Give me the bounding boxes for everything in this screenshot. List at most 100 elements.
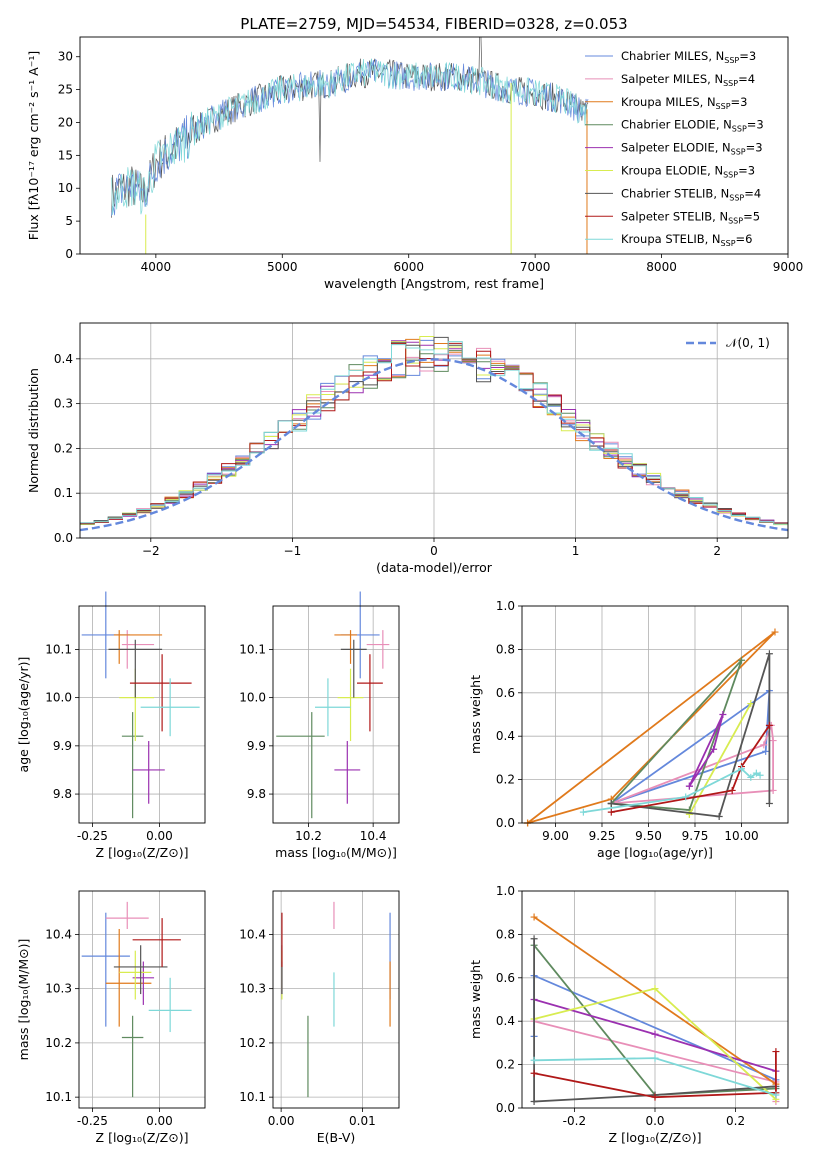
weight-marker (769, 737, 777, 745)
x-axis-label: wavelength [Angstrom, rest frame] (324, 276, 544, 291)
y-tick-label: 10.4 (239, 927, 266, 941)
weight-marker (607, 799, 615, 807)
y-tick-label: 0.4 (54, 352, 73, 366)
legend-label: Salpeter ELODIE, N (621, 141, 731, 155)
weight-line (610, 688, 771, 805)
axes-frame (521, 605, 789, 824)
legend-label: Salpeter MILES, N (621, 72, 723, 86)
y-tick-label: 0.6 (496, 686, 515, 700)
y-tick-label: 9.9 (53, 739, 72, 753)
legend-entry: Chabrier MILES, NSSP=3 (621, 49, 756, 65)
x-tick-label: 9.00 (542, 829, 569, 843)
weight-marker (772, 1091, 780, 1099)
legend-subscript: SSP (723, 79, 738, 88)
legend-label: Kroupa MILES, N (621, 95, 716, 109)
weight-marker (772, 1048, 780, 1056)
y-tick-label: 0.4 (496, 729, 515, 743)
legend-subscript: SSP (721, 239, 736, 248)
x-tick-label: 0.00 (268, 1114, 295, 1128)
x-tick-label: 5000 (267, 260, 298, 274)
weight-marker (760, 741, 768, 749)
weight-line (610, 725, 774, 805)
weight-marker (765, 721, 773, 729)
legend-value: =3 (738, 164, 755, 178)
weight-marker (762, 747, 770, 755)
weight-marker (530, 1056, 538, 1064)
x-tick-label: 8000 (646, 260, 677, 274)
axes-frame (272, 605, 400, 824)
legend-value: =3 (746, 141, 763, 155)
x-tick-label: 9.50 (635, 829, 662, 843)
spectrum-line (111, 37, 589, 218)
legend-label: 𝒩(0, 1) (726, 336, 770, 350)
y-tick-label: 0.1 (54, 486, 73, 500)
y-axis-label: mass weight (468, 675, 483, 754)
weight-line (611, 724, 771, 813)
legend-entry: Salpeter ELODIE, NSSP=3 (621, 141, 763, 157)
spectrum-plot: 4000 5000 6000 7000 8000 9000 0 5 10 15 20 25 30 wave… (26, 36, 803, 291)
legend-subscript: SSP (729, 193, 744, 202)
legend-entry: Chabrier ELODIE, NSSP=3 (621, 118, 764, 134)
y-tick-label: 9.9 (247, 739, 266, 753)
y-tick-label: 10.2 (45, 1036, 72, 1050)
spectrum-title: PLATE=2759, MJD=54534, FIBERID=0328, z=0… (240, 15, 627, 33)
x-tick-label: 9.25 (589, 829, 616, 843)
y-tick-label: 25 (58, 83, 73, 97)
weight-marker (737, 765, 745, 773)
x-axis-label: Z [log₁₀(Z/Z⊙)] (96, 845, 189, 860)
weight-marker (530, 935, 538, 943)
legend-entry: Kroupa ELODIE, NSSP=3 (621, 164, 755, 180)
x-tick-label: -0.2 (563, 1114, 586, 1128)
legend-subscript: SSP (732, 125, 747, 134)
y-tick-label: 0.0 (496, 816, 515, 830)
weight-line (688, 714, 724, 787)
legend-value: =3 (731, 95, 748, 109)
x-tick-label: 0.00 (146, 829, 173, 843)
legend-label: Chabrier ELODIE, N (621, 118, 732, 132)
legend-value: =5 (743, 209, 760, 223)
x-tick-label: 10.2 (295, 829, 322, 843)
x-tick-label: 0.2 (726, 1114, 745, 1128)
mass-vs-extinction-plot: 0.00 0.01 10.1 10.2 10.3 10.4 E(B-V) (239, 890, 400, 1145)
x-tick-label: -0.25 (77, 829, 108, 843)
normal-curve (80, 358, 788, 532)
legend-subscript: SSP (716, 102, 731, 111)
axes-frame (78, 605, 206, 824)
weight-line (533, 1051, 777, 1099)
weight-marker (530, 1069, 538, 1077)
legend-entry: Kroupa MILES, NSSP=3 (621, 95, 747, 111)
y-tick-label: 10.2 (239, 1036, 266, 1050)
legend-label: Kroupa ELODIE, N (621, 164, 723, 178)
y-tick-label: 10 (58, 181, 73, 195)
weight-marker (607, 808, 615, 816)
weight-line (527, 631, 776, 824)
weight-marker (765, 650, 773, 658)
x-axis-label: E(B-V) (317, 1130, 356, 1145)
y-tick-label: 10.3 (239, 982, 266, 996)
hist-steps (80, 336, 788, 532)
y-tick-label: 10.0 (45, 691, 72, 705)
weight-marker (752, 769, 760, 777)
legend-value: =3 (747, 118, 764, 132)
weight-marker (715, 812, 723, 820)
y-tick-label: 10.4 (45, 927, 72, 941)
y-tick-label: 10.1 (45, 642, 72, 656)
y-tick-label: 0.2 (54, 441, 73, 455)
x-tick-label: 9.75 (682, 829, 709, 843)
y-axis-label: mass [log₁₀(M/M⊙)] (16, 939, 31, 1061)
weight-marker (728, 786, 736, 794)
x-tick-label: 10.4 (360, 829, 387, 843)
x-tick-label: -0.25 (77, 1114, 108, 1128)
weight-marker (530, 1097, 538, 1105)
axes-frame (272, 890, 400, 1109)
x-tick-label: 2 (713, 544, 721, 558)
spectrum-lines (111, 37, 589, 254)
x-tick-label: 0 (430, 544, 438, 558)
y-tick-label: 0.8 (496, 927, 515, 941)
weight-marker (685, 810, 693, 818)
axes-frame (521, 890, 789, 1109)
y-tick-label: 1.0 (496, 599, 515, 613)
legend-value: =4 (744, 186, 761, 200)
mass-vs-metallicity-plot: -0.25 0.00 10.1 10.2 10.3 10.4 Z [log₁₀(Z/Z⊙)]… (16, 890, 206, 1145)
legend-subscript: SSP (724, 56, 739, 65)
